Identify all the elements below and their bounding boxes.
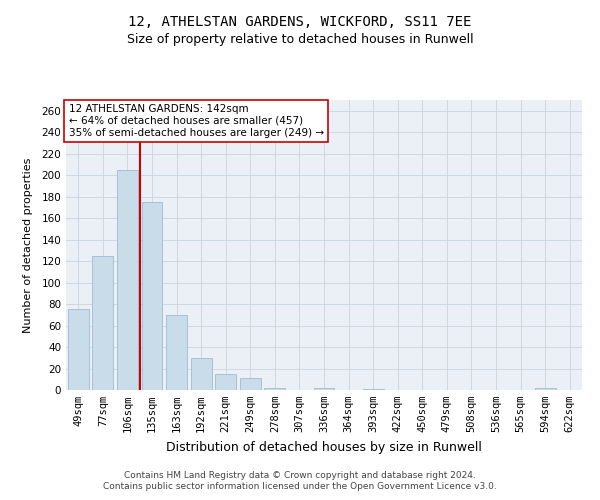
X-axis label: Distribution of detached houses by size in Runwell: Distribution of detached houses by size …: [166, 440, 482, 454]
Bar: [535, 388, 556, 390]
Text: 12 ATHELSTAN GARDENS: 142sqm
← 64% of detached houses are smaller (457)
35% of s: 12 ATHELSTAN GARDENS: 142sqm ← 64% of de…: [68, 104, 324, 138]
Y-axis label: Number of detached properties: Number of detached properties: [23, 158, 33, 332]
Bar: [265, 388, 286, 390]
Bar: [142, 202, 163, 390]
Text: Contains public sector information licensed under the Open Government Licence v3: Contains public sector information licen…: [103, 482, 497, 491]
Bar: [314, 388, 334, 390]
Text: Size of property relative to detached houses in Runwell: Size of property relative to detached ho…: [127, 32, 473, 46]
Bar: [68, 310, 89, 390]
Bar: [117, 170, 138, 390]
Bar: [166, 315, 187, 390]
Bar: [191, 358, 212, 390]
Bar: [362, 389, 383, 390]
Bar: [215, 374, 236, 390]
Text: 12, ATHELSTAN GARDENS, WICKFORD, SS11 7EE: 12, ATHELSTAN GARDENS, WICKFORD, SS11 7E…: [128, 15, 472, 29]
Bar: [92, 256, 113, 390]
Text: Contains HM Land Registry data © Crown copyright and database right 2024.: Contains HM Land Registry data © Crown c…: [124, 471, 476, 480]
Bar: [240, 378, 261, 390]
